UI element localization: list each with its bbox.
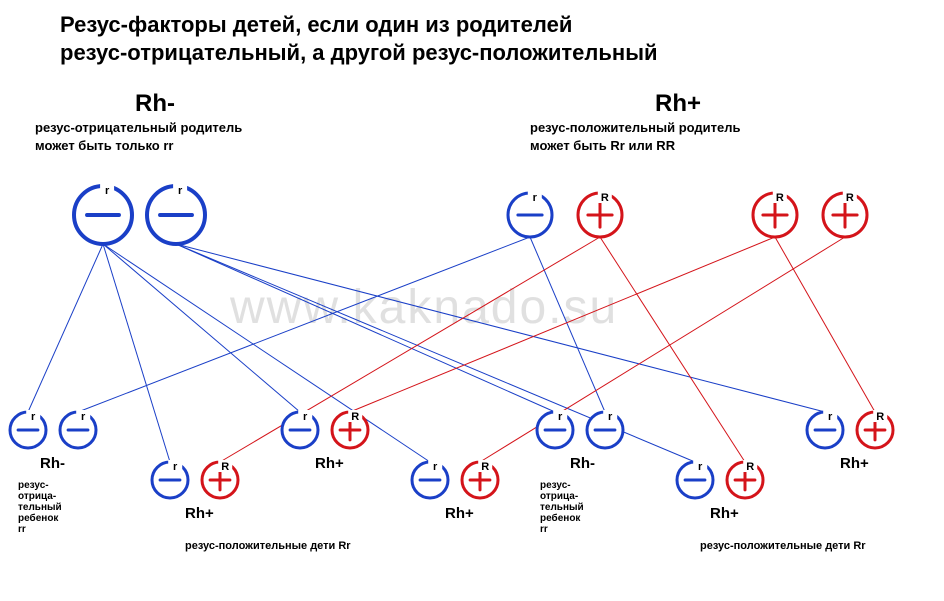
svg-text:r: r (303, 411, 308, 423)
child-rh-label: Rh- (570, 455, 595, 472)
child-rh-label: Rh+ (315, 455, 344, 472)
svg-text:R: R (876, 411, 884, 423)
sub-right-1: резус-положительный родитель (530, 120, 741, 135)
svg-text:r: r (828, 411, 833, 423)
svg-text:r: r (105, 185, 110, 197)
svg-text:R: R (746, 461, 754, 473)
svg-text:R: R (351, 411, 359, 423)
svg-text:R: R (846, 192, 854, 204)
svg-text:r: r (433, 461, 438, 473)
sub-left-1: резус-отрицательный родитель (35, 120, 242, 135)
svg-text:R: R (481, 461, 489, 473)
child-rh-label: Rh+ (445, 505, 474, 522)
svg-text:R: R (601, 192, 609, 204)
svg-text:R: R (776, 192, 784, 204)
child-rh-label: Rh+ (710, 505, 739, 522)
heading-left: Rh- (135, 90, 175, 118)
caption-text: резус-положительные дети Rr (700, 540, 866, 552)
svg-text:r: r (81, 411, 86, 423)
title-line1: Резус-факторы детей, если один из родите… (60, 12, 572, 38)
svg-text:r: r (533, 192, 538, 204)
svg-text:R: R (221, 461, 229, 473)
child-desc-text: резус-отрица-тельныйребенокrr (540, 480, 584, 535)
title-line2: резус-отрицательный, а другой резус-поло… (60, 40, 658, 66)
svg-text:r: r (608, 411, 613, 423)
caption-text: резус-положительные дети Rr (185, 540, 351, 552)
svg-text:r: r (178, 185, 183, 197)
child-rh-label: Rh+ (185, 505, 214, 522)
child-rh-label: Rh+ (840, 455, 869, 472)
svg-text:r: r (173, 461, 178, 473)
child-desc-text: резус-отрица-тельныйребенокrr (18, 480, 62, 535)
svg-text:r: r (558, 411, 563, 423)
watermark: www.kaknado.su (230, 280, 618, 335)
heading-right: Rh+ (655, 90, 701, 118)
sub-left-2: может быть только rr (35, 138, 173, 153)
svg-text:r: r (31, 411, 36, 423)
sub-right-2: может быть Rr или RR (530, 138, 675, 153)
child-rh-label: Rh- (40, 455, 65, 472)
svg-text:r: r (698, 461, 703, 473)
